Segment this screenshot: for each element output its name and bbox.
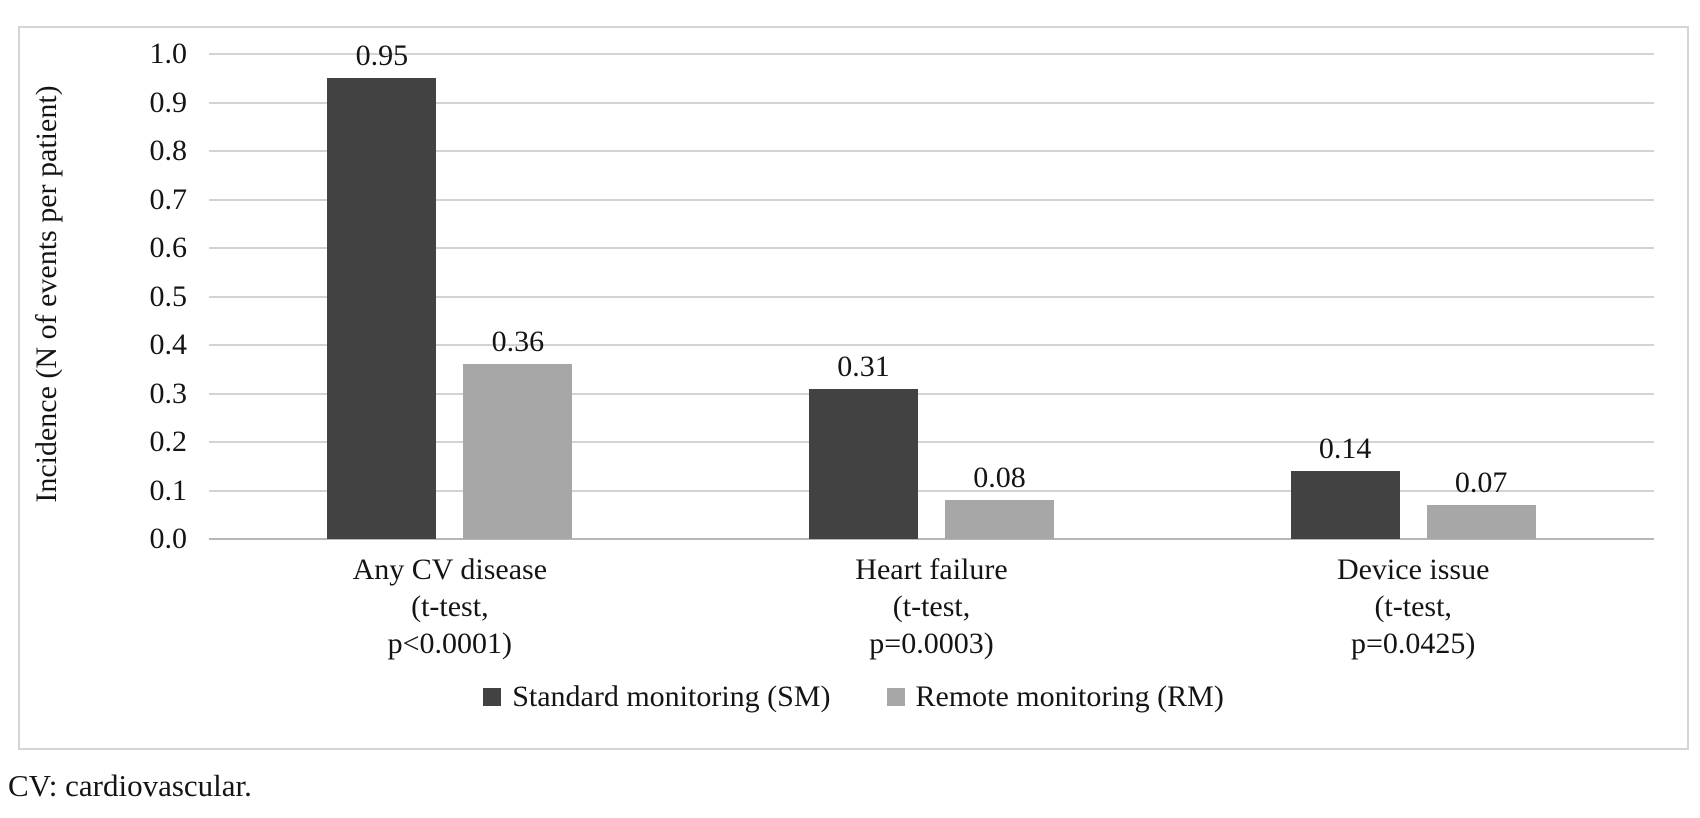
bar: 0.07 bbox=[1426, 468, 1536, 539]
bar-value-label: 0.08 bbox=[973, 461, 1026, 495]
category-label-line: Any CV disease bbox=[352, 553, 548, 586]
y-tick-label: 0.7 bbox=[149, 182, 188, 216]
bar-value-label: 0.14 bbox=[1318, 432, 1372, 466]
bar-value-label: 0.95 bbox=[355, 39, 409, 73]
category-label: Any CV disease (t-test, p<0.0001) bbox=[209, 551, 691, 662]
y-tick-label: 0.5 bbox=[149, 279, 188, 313]
y-tick-label: 0.4 bbox=[149, 328, 188, 361]
legend-label: Standard monitoring (SM) bbox=[512, 680, 831, 713]
category-label-line: (t-test, bbox=[1374, 590, 1452, 623]
category-label-line: Device issue bbox=[1336, 553, 1490, 586]
y-tick-label: 0.9 bbox=[149, 85, 188, 119]
bar: 0.31 bbox=[809, 351, 918, 539]
bar-groups: 0.95 0.36 0.31 0.08 0.14 0.07 bbox=[209, 41, 1654, 539]
category-label-line: (t-test, bbox=[411, 590, 489, 623]
category-label-line: p=0.0425) bbox=[1350, 627, 1476, 660]
footnote: CV: cardiovascular. bbox=[8, 768, 252, 803]
gridline bbox=[209, 489, 1654, 492]
bar: 0.36 bbox=[463, 327, 573, 539]
gridline bbox=[209, 441, 1654, 443]
legend-item: Standard monitoring (SM) bbox=[483, 680, 831, 714]
y-tick-label: 0.3 bbox=[149, 376, 188, 410]
category-label: Heart failure (t-test, p=0.0003) bbox=[691, 551, 1173, 662]
plot-area: 0.95 0.36 0.31 0.08 0.14 0.07 1.0 0.9 0.8 0.7 0.6… bbox=[150, 39, 1654, 554]
bar-value-label: 0.07 bbox=[1454, 466, 1508, 500]
bar: 0.08 bbox=[945, 463, 1054, 539]
y-tick-label: 0.6 bbox=[149, 231, 188, 264]
bar-group: 0.95 0.36 bbox=[209, 41, 691, 539]
legend-swatch-icon bbox=[483, 688, 502, 706]
category-label-line: (t-test, bbox=[892, 590, 971, 623]
bar-value-label: 0.36 bbox=[491, 325, 545, 359]
bar-value-label: 0.31 bbox=[837, 349, 890, 383]
gridline bbox=[209, 344, 1654, 346]
x-axis-line bbox=[209, 538, 1654, 540]
y-tick-label: 0.2 bbox=[149, 425, 188, 458]
gridline bbox=[209, 247, 1654, 249]
x-axis-category-labels: Any CV disease (t-test, p<0.0001) Heart fai… bbox=[209, 551, 1654, 662]
category-label: Device issue (t-test, p=0.0425) bbox=[1172, 551, 1654, 662]
gridline bbox=[209, 150, 1654, 152]
legend-swatch-icon bbox=[886, 688, 905, 706]
bar-group: 0.31 0.08 bbox=[691, 54, 1173, 539]
bar-group: 0.14 0.07 bbox=[1172, 54, 1654, 539]
gridline bbox=[209, 198, 1654, 201]
gridline bbox=[209, 392, 1654, 395]
y-tick-label: 0.8 bbox=[149, 134, 188, 167]
gridline bbox=[209, 295, 1654, 298]
gridline bbox=[209, 101, 1654, 104]
gridline bbox=[209, 53, 1654, 55]
category-label-line: Heart failure bbox=[855, 553, 1008, 586]
y-tick-label: 0.1 bbox=[149, 473, 188, 507]
y-tick-label: 0.0 bbox=[149, 522, 188, 555]
y-tick-label: 1.0 bbox=[149, 37, 188, 70]
y-axis-title: Incidence (N of events per patient) bbox=[30, 85, 63, 503]
legend: Standard monitoring (SM) Remote monitorin… bbox=[20, 680, 1687, 714]
category-label-line: p<0.0001) bbox=[387, 627, 513, 660]
chart-frame: Incidence (N of events per patient) 0.95… bbox=[18, 26, 1689, 750]
bar: 0.14 bbox=[1290, 434, 1400, 539]
legend-label: Remote monitoring (RM) bbox=[915, 680, 1224, 713]
legend-item: Remote monitoring (RM) bbox=[886, 680, 1224, 714]
category-label-line: p=0.0003) bbox=[869, 627, 994, 660]
bar: 0.95 bbox=[327, 41, 437, 539]
